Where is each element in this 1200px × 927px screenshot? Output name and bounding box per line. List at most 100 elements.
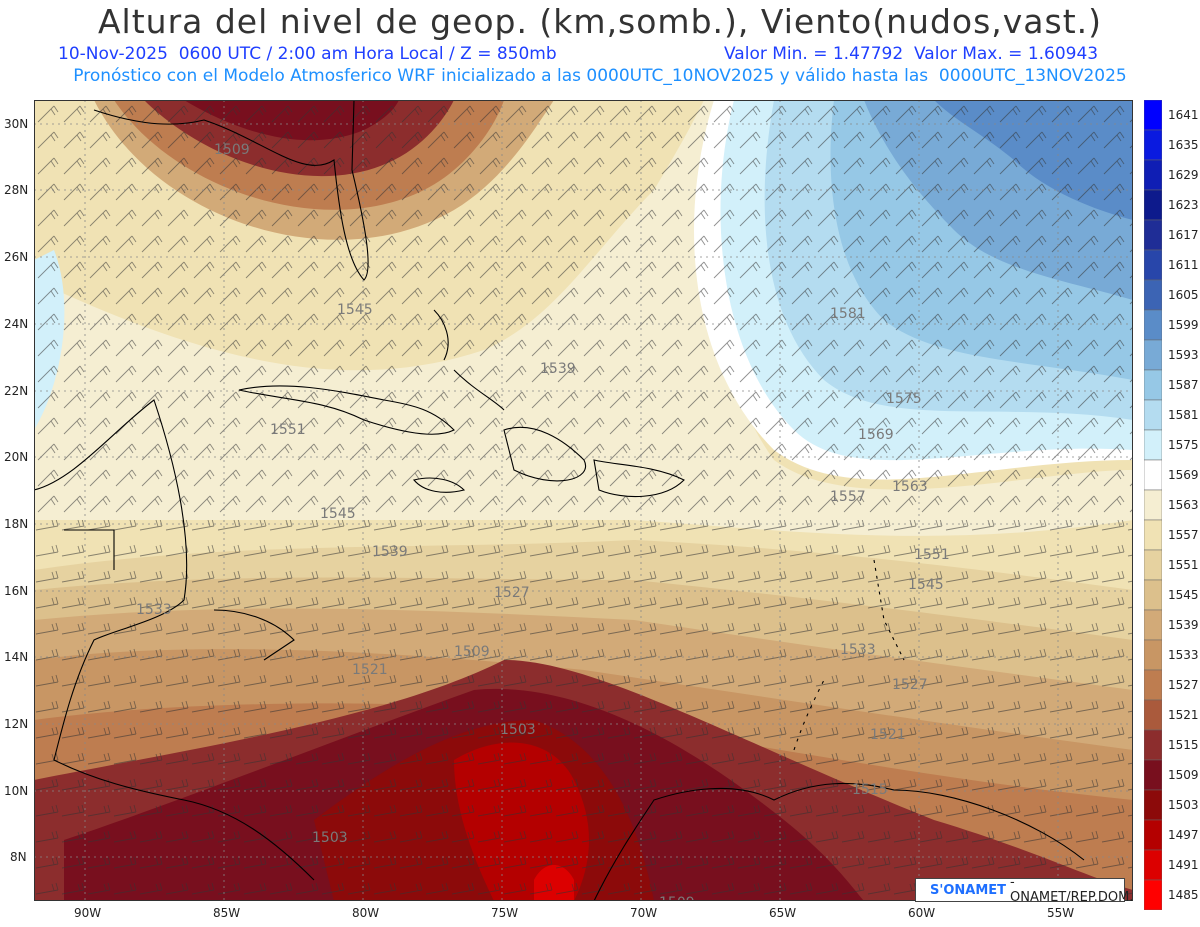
colorbar-swatch bbox=[1144, 219, 1162, 251]
colorbar-level-label: 1551 bbox=[1168, 558, 1199, 572]
lat-label: 14N bbox=[4, 650, 29, 664]
colorbar-level-label: 1497 bbox=[1168, 828, 1199, 842]
valid-time-line: 10-Nov-2025 0600 UTC / 2:00 am Hora Loca… bbox=[58, 44, 557, 64]
contour-label: 1509 bbox=[659, 895, 695, 901]
lat-label: 16N bbox=[4, 584, 29, 598]
lon-label: 80W bbox=[352, 906, 380, 920]
min-max-values: Valor Min. = 1.47792 Valor Max. = 1.6094… bbox=[724, 44, 1099, 64]
lon-label: 55W bbox=[1047, 906, 1075, 920]
colorbar-swatch bbox=[1144, 339, 1162, 371]
colorbar-level-label: 1581 bbox=[1168, 408, 1199, 422]
contour-label: 1527 bbox=[494, 585, 530, 601]
colorbar-level-label: 1563 bbox=[1168, 498, 1199, 512]
lat-lon-grid bbox=[34, 100, 1133, 901]
contour-label: 1521 bbox=[352, 662, 388, 678]
coastlines bbox=[34, 100, 1085, 901]
lat-label: 18N bbox=[4, 517, 29, 531]
contour-label: 1539 bbox=[540, 361, 576, 377]
lat-label: 20N bbox=[4, 450, 29, 464]
contour-label: 1575 bbox=[886, 391, 922, 407]
colorbar bbox=[1144, 100, 1162, 910]
model-info-line: Pronóstico con el Modelo Atmosferico WRF… bbox=[73, 66, 1127, 86]
contour-label: 1533 bbox=[136, 602, 172, 618]
contour-label: 1521 bbox=[870, 727, 906, 743]
colorbar-level-label: 1617 bbox=[1168, 228, 1199, 242]
colorbar-swatch bbox=[1144, 609, 1162, 641]
colorbar-level-label: 1635 bbox=[1168, 138, 1199, 152]
lon-label: 85W bbox=[213, 906, 241, 920]
colorbar-swatch bbox=[1144, 369, 1162, 401]
colorbar-swatch bbox=[1144, 519, 1162, 551]
contour-label: 1581 bbox=[830, 306, 866, 322]
colorbar-swatch bbox=[1144, 249, 1162, 281]
colorbar-level-label: 1629 bbox=[1168, 168, 1199, 182]
colorbar-level-label: 1509 bbox=[1168, 768, 1199, 782]
map-title: Altura del nivel de geop. (km,somb.), Vi… bbox=[97, 2, 1103, 41]
lon-label: 70W bbox=[630, 906, 658, 920]
colorbar-level-label: 1611 bbox=[1168, 258, 1199, 272]
contour-label: 1503 bbox=[500, 722, 536, 738]
colorbar-swatch bbox=[1144, 879, 1162, 910]
colorbar-swatch bbox=[1144, 159, 1162, 191]
colorbar-level-label: 1521 bbox=[1168, 708, 1199, 722]
colorbar-swatch bbox=[1144, 549, 1162, 581]
contour-label: 1551 bbox=[270, 422, 306, 438]
colorbar-level-label: 1557 bbox=[1168, 528, 1199, 542]
lat-label: 28N bbox=[4, 183, 29, 197]
lat-label: 30N bbox=[4, 117, 29, 131]
colorbar-level-label: 1491 bbox=[1168, 858, 1199, 872]
colorbar-level-label: 1587 bbox=[1168, 378, 1199, 392]
colorbar-swatch bbox=[1144, 729, 1162, 761]
colorbar-swatch bbox=[1144, 309, 1162, 341]
colorbar-level-label: 1623 bbox=[1168, 198, 1199, 212]
lat-label: 26N bbox=[4, 250, 29, 264]
colorbar-swatch bbox=[1144, 579, 1162, 611]
contour-label: 1545 bbox=[320, 506, 356, 522]
colorbar-level-label: 1539 bbox=[1168, 618, 1199, 632]
contour-label: 1533 bbox=[840, 642, 876, 658]
contour-label: 1527 bbox=[892, 677, 928, 693]
contour-label: 1509 bbox=[214, 142, 250, 158]
colorbar-level-label: 1575 bbox=[1168, 438, 1199, 452]
lat-label: 24N bbox=[4, 317, 29, 331]
lat-label: 12N bbox=[4, 717, 29, 731]
colorbar-level-label: 1485 bbox=[1168, 888, 1199, 902]
colorbar-swatch bbox=[1144, 669, 1162, 701]
colorbar-swatch bbox=[1144, 129, 1162, 161]
contour-label: 1515 bbox=[852, 782, 888, 798]
contour-label: 1563 bbox=[892, 479, 928, 495]
colorbar-level-label: 1515 bbox=[1168, 738, 1199, 752]
colorbar-swatch bbox=[1144, 849, 1162, 881]
colorbar-level-label: 1605 bbox=[1168, 288, 1199, 302]
lat-label: 8N bbox=[10, 850, 27, 864]
contour-label: 1569 bbox=[858, 427, 894, 443]
colorbar-swatch bbox=[1144, 429, 1162, 461]
colorbar-level-label: 1545 bbox=[1168, 588, 1199, 602]
colorbar-swatch bbox=[1144, 100, 1162, 131]
colorbar-swatch bbox=[1144, 189, 1162, 221]
contour-labels: 1509 1545 1551 1545 1539 1533 1527 1521 … bbox=[136, 142, 950, 901]
onamet-credit: S'ONAMET - ONAMET/REP.DOM. bbox=[915, 875, 1133, 905]
colorbar-swatch bbox=[1144, 699, 1162, 731]
lon-label: 75W bbox=[491, 906, 519, 920]
colorbar-swatch bbox=[1144, 459, 1162, 491]
colorbar-swatch bbox=[1144, 399, 1162, 431]
contour-label: 1503 bbox=[312, 830, 348, 846]
contour-label: 1545 bbox=[908, 577, 944, 593]
colorbar-swatch bbox=[1144, 279, 1162, 311]
lon-label: 90W bbox=[74, 906, 102, 920]
contour-label: 1509 bbox=[454, 644, 490, 660]
colorbar-swatch bbox=[1144, 759, 1162, 791]
contour-label: 1551 bbox=[914, 547, 950, 563]
geopotential-wind-map: 1509 1545 1551 1545 1539 1533 1527 1521 … bbox=[34, 100, 1133, 901]
colorbar-level-label: 1533 bbox=[1168, 648, 1199, 662]
colorbar-level-label: 1527 bbox=[1168, 678, 1199, 692]
contour-label: 1539 bbox=[372, 544, 408, 560]
onamet-logo: S'ONAMET bbox=[930, 882, 1007, 898]
colorbar-swatch bbox=[1144, 489, 1162, 521]
lon-label: 65W bbox=[769, 906, 797, 920]
colorbar-swatch bbox=[1144, 639, 1162, 671]
colorbar-swatch bbox=[1144, 819, 1162, 851]
lat-label: 22N bbox=[4, 384, 29, 398]
colorbar-level-label: 1569 bbox=[1168, 468, 1199, 482]
